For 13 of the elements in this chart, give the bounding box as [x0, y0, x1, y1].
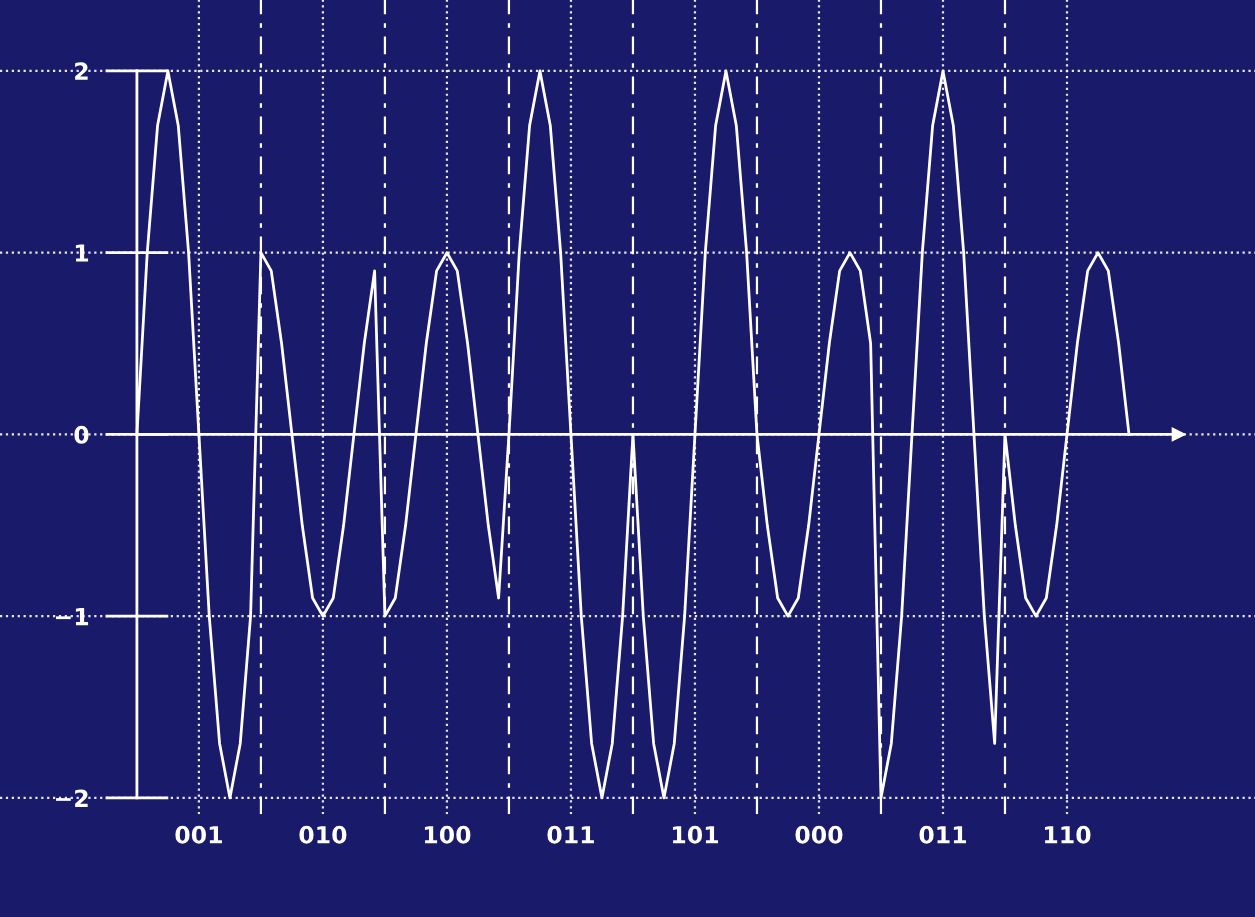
- x-tick-label: 000: [795, 825, 843, 844]
- x-tick-label: 101: [672, 825, 718, 844]
- x-tick-label: 011: [919, 825, 967, 844]
- y-tick-label: −2: [55, 789, 88, 807]
- y-tick-label: 1: [75, 244, 89, 262]
- y-tick-label: 2: [75, 62, 88, 80]
- x-tick-label: 001: [175, 825, 222, 844]
- x-tick-label: 010: [299, 825, 347, 844]
- y-tick-label: 0: [74, 425, 89, 444]
- x-tick-label: 100: [424, 825, 471, 844]
- y-tick-label: −1: [55, 607, 89, 626]
- x-tick-label: 110: [1045, 825, 1091, 844]
- x-tick-label: 011: [547, 825, 594, 844]
